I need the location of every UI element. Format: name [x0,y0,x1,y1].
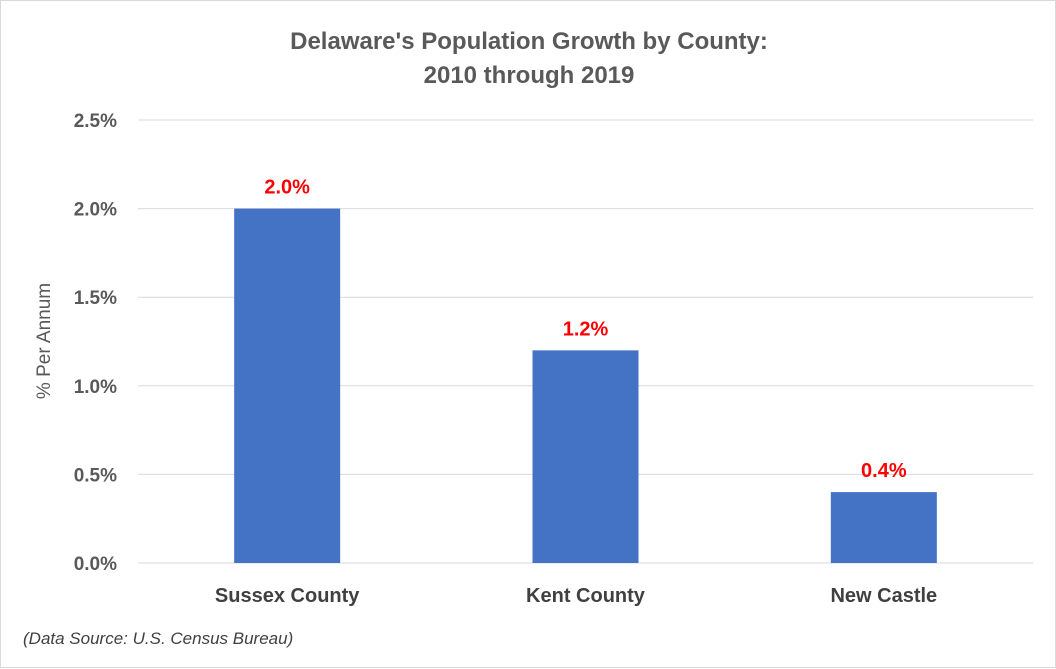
data-label: 2.0% [264,177,310,199]
chart-title-line-2: 2010 through 2019 [424,62,635,89]
data-label: 0.4% [861,460,907,482]
y-tick-label: 0.5% [74,465,117,486]
y-axis-label: % Per Annum [34,283,55,399]
x-category-label: Sussex County [215,585,360,607]
data-labels: 2.0% 1.2% 0.4% [264,177,906,483]
y-tick-label: 1.0% [74,377,117,398]
y-tick-label: 0.0% [74,554,117,575]
y-tick-label: 2.5% [74,111,117,132]
bar [830,492,937,563]
x-axis-categories: Sussex County Kent County New Castle [215,585,937,607]
bar [532,350,639,563]
y-axis-ticks: 0.0% 0.5% 1.0% 1.5% 2.0% 2.5% [74,111,117,575]
bar [234,208,341,563]
chart-title-line-1: Delaware's Population Growth by County: [290,28,768,55]
x-category-label: New Castle [830,585,937,607]
data-label: 1.2% [563,318,609,340]
y-tick-label: 1.5% [74,288,117,309]
bars [234,208,937,563]
y-tick-label: 2.0% [74,200,117,221]
source-note: (Data Source: U.S. Census Bureau) [23,629,293,648]
x-category-label: Kent County [526,585,646,607]
